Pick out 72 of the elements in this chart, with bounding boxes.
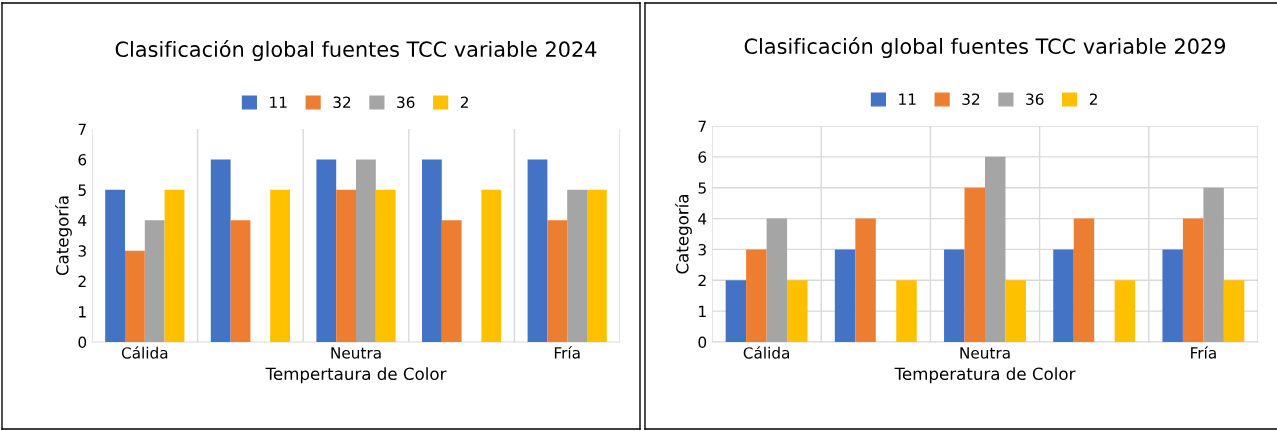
y-tick-label: 6 <box>78 153 87 166</box>
y-axis-title: Categoría <box>675 194 692 274</box>
bar <box>316 159 337 342</box>
x-tick-label: Fría <box>554 346 580 359</box>
bar <box>230 220 251 342</box>
legend-label: 36 <box>1026 93 1044 105</box>
y-tick-label: 1 <box>79 306 86 318</box>
bar <box>896 280 917 342</box>
y-tick-label: 0 <box>698 336 707 349</box>
bar <box>746 249 767 342</box>
y-tick-label: 4 <box>698 213 707 225</box>
bar <box>1073 218 1095 342</box>
bar <box>356 159 376 342</box>
y-tick-label: 5 <box>78 184 86 196</box>
legend-label: 11 <box>899 93 916 105</box>
bar <box>527 159 548 342</box>
legend-label: 32 <box>333 96 351 109</box>
bar <box>1182 218 1204 342</box>
bar <box>787 280 808 342</box>
bar <box>270 189 290 342</box>
bar <box>1005 280 1026 342</box>
y-tick-label: 3 <box>698 243 706 256</box>
y-tick-label: 4 <box>78 214 87 227</box>
bar <box>164 189 185 342</box>
bar <box>587 189 607 342</box>
bar <box>1114 280 1136 342</box>
bar <box>1203 187 1224 342</box>
bar <box>1053 249 1074 342</box>
chart-title: Clasificación global fuentes TCC variable 2029 <box>744 37 1226 59</box>
x-tick-label: Cálida <box>121 346 168 359</box>
bar <box>210 159 231 342</box>
bar <box>985 156 1006 342</box>
bar <box>125 250 145 342</box>
y-tick-label: 2 <box>78 275 86 287</box>
bar <box>375 189 396 342</box>
bar <box>855 218 876 342</box>
x-axis-title: Temperatura de Color <box>894 367 1076 384</box>
legend-label: 2 <box>1089 93 1097 105</box>
bar <box>1223 280 1245 342</box>
bar <box>144 220 165 342</box>
x-tick-label: Fría <box>1191 346 1216 359</box>
y-tick-label: 5 <box>698 182 706 194</box>
bar <box>441 220 462 342</box>
legend-label: 11 <box>270 96 287 108</box>
y-tick-label: 6 <box>698 151 707 163</box>
bar <box>105 189 125 342</box>
x-tick-label: Cálida <box>743 346 789 359</box>
x-tick-label: Neutra <box>331 347 381 359</box>
chart-title: Clasificación global fuentes TCC variable 2024 <box>115 40 597 62</box>
y-tick-label: 3 <box>78 245 86 257</box>
bar <box>422 159 442 342</box>
bar <box>547 220 568 342</box>
legend-label: 2 <box>460 96 468 108</box>
y-tick-label: 1 <box>699 305 706 317</box>
bar <box>834 249 856 342</box>
y-tick-label: 2 <box>698 274 706 287</box>
legend-label: 36 <box>397 96 415 109</box>
legend-label: 32 <box>962 93 980 105</box>
bar <box>944 249 965 342</box>
y-tick-label: 7 <box>78 123 86 135</box>
y-axis-title: Categoría <box>55 196 72 276</box>
bar <box>1162 249 1183 342</box>
x-axis-title: Tempertaura de Color <box>265 367 447 384</box>
bar <box>481 189 502 342</box>
bar <box>964 187 985 342</box>
bar <box>336 189 356 342</box>
bar <box>725 280 747 342</box>
bar <box>766 218 788 342</box>
x-tick-label: Neutra <box>960 347 1010 359</box>
y-tick-label: 7 <box>698 120 706 132</box>
bar <box>567 189 587 342</box>
y-tick-label: 0 <box>78 336 87 349</box>
